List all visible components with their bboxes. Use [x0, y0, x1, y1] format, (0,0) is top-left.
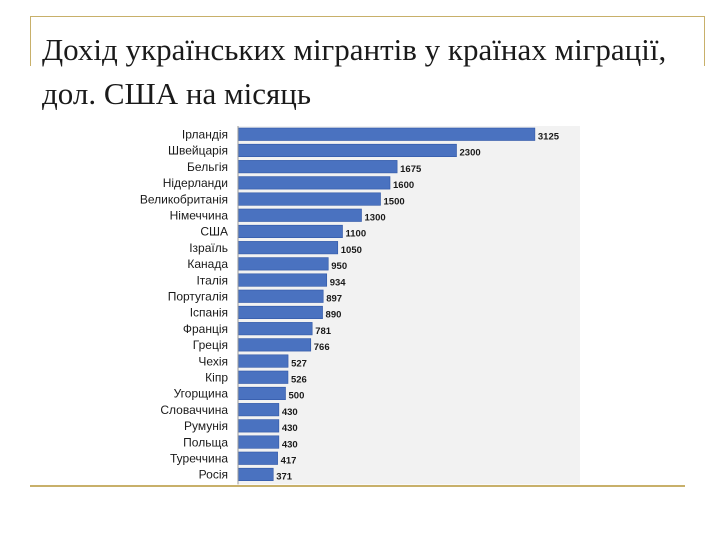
category-label: Швейцарія	[168, 144, 228, 158]
category-label: Росія	[199, 468, 228, 482]
category-label: Бельгія	[187, 160, 228, 174]
bar	[237, 403, 280, 417]
bar	[237, 192, 381, 206]
bar	[237, 305, 323, 320]
slide-frame-right	[704, 16, 705, 66]
category-label: Канада	[187, 257, 228, 271]
bar	[237, 386, 286, 401]
bar	[237, 257, 329, 271]
value-label: 1675	[400, 164, 422, 175]
category-label: Великобританія	[140, 192, 228, 206]
category-label: Німеччина	[170, 209, 229, 223]
slide-title: Дохід українських мігрантів у країнах мі…	[42, 32, 667, 111]
bar	[237, 273, 328, 287]
value-label: 1100	[346, 229, 367, 240]
bar	[237, 354, 289, 368]
value-label: 1300	[365, 213, 386, 224]
bar	[237, 241, 339, 255]
bar	[237, 467, 274, 482]
category-label: Іспанія	[190, 306, 228, 320]
value-label: 430	[282, 407, 298, 418]
category-label: США	[200, 225, 228, 239]
category-label: Кіпр	[205, 371, 228, 385]
value-label: 1600	[393, 180, 414, 191]
value-label: 3125	[538, 132, 560, 143]
bar	[237, 224, 343, 238]
value-label: 766	[314, 342, 330, 353]
category-label: Нідерланди	[163, 176, 228, 190]
bar	[237, 208, 362, 222]
category-label: Франція	[183, 322, 228, 336]
category-label: Польща	[183, 435, 228, 449]
value-label: 1050	[341, 245, 362, 256]
value-label: 781	[315, 326, 332, 337]
bar	[237, 143, 457, 157]
category-label: Ірландія	[182, 128, 228, 142]
value-label: 500	[289, 391, 305, 402]
bar	[237, 419, 280, 433]
slide-frame-top	[30, 16, 705, 17]
bar	[237, 370, 289, 384]
bar	[237, 451, 278, 465]
category-label: Словаччина	[160, 403, 228, 417]
value-label: 950	[331, 261, 347, 272]
bar	[237, 338, 312, 352]
slide-frame-bottom	[30, 485, 685, 487]
value-label: 430	[282, 439, 298, 450]
value-label: 527	[291, 358, 307, 369]
slide-frame-left	[30, 16, 31, 66]
bar	[237, 176, 391, 190]
category-label: Греція	[193, 338, 228, 352]
category-label: Угорщина	[174, 387, 229, 401]
category-label: Ізраїль	[189, 241, 228, 255]
value-label: 1500	[384, 196, 405, 207]
bar	[237, 160, 398, 174]
bar	[237, 322, 313, 336]
category-label: Румунія	[184, 419, 228, 433]
value-label: 890	[326, 310, 342, 321]
category-label: Чехія	[198, 354, 228, 368]
category-label: Італія	[196, 273, 228, 287]
category-label: Португалія	[168, 290, 228, 304]
bar	[237, 127, 536, 141]
value-label: 2300	[460, 148, 481, 159]
value-label: 897	[326, 294, 342, 305]
value-label: 371	[276, 472, 293, 483]
value-label: 417	[281, 456, 297, 467]
category-label: Туреччина	[170, 452, 228, 466]
bar	[237, 289, 324, 303]
bar	[237, 435, 280, 449]
value-label: 934	[330, 277, 347, 288]
value-label: 526	[291, 375, 307, 386]
value-label: 430	[282, 423, 298, 434]
